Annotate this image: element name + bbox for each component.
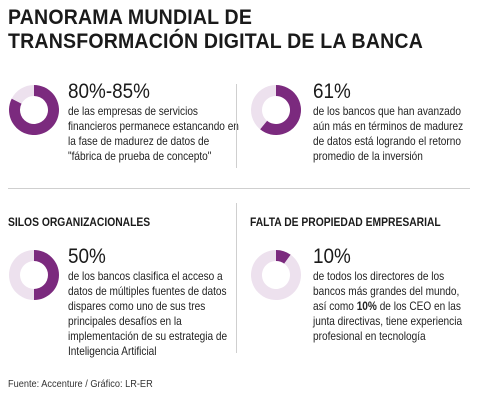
source-credit: Fuente: Accenture / Gráfico: LR-ER bbox=[8, 379, 153, 390]
section-heading-silos: SILOS ORGANIZACIONALES bbox=[8, 215, 151, 229]
donut-chart-4 bbox=[251, 250, 301, 300]
donut-slice-remainder bbox=[251, 85, 276, 130]
stat-description-4-part-2: de los CEO en las junta directivas, tien… bbox=[313, 299, 463, 343]
donut-slice-remainder bbox=[251, 250, 301, 300]
donut-slice-value bbox=[260, 85, 301, 135]
donut-slice-value bbox=[276, 250, 291, 264]
stat-description-2: de los bancos que han avanzado aún más e… bbox=[313, 104, 464, 163]
donut-chart-1 bbox=[9, 85, 59, 135]
donut-chart-2 bbox=[251, 85, 301, 135]
stat-description-4: de todos los directores de los bancos má… bbox=[313, 269, 463, 344]
donut-slice-remainder bbox=[11, 85, 34, 104]
stat-description-4-highlight: 10% bbox=[356, 299, 377, 313]
stat-description-4-part-1: de todos los directores de los bancos má… bbox=[313, 269, 460, 313]
page-title: PANORAMA MUNDIAL DE TRANSFORMACIÓN DIGIT… bbox=[8, 6, 423, 53]
donut-slice-value bbox=[9, 85, 59, 135]
stat-description-1: de las empresas de servicios financieros… bbox=[68, 104, 239, 163]
donut-chart-3 bbox=[8, 250, 60, 300]
donut-slice-remainder bbox=[8, 250, 34, 300]
stat-value-4: 10% bbox=[313, 245, 351, 268]
section-heading-propiedad: FALTA DE PROPIEDAD EMPRESARIAL bbox=[250, 215, 441, 229]
donut-slice-value bbox=[34, 250, 60, 300]
divider-vertical-bottom bbox=[236, 203, 237, 353]
stat-value-2: 61% bbox=[313, 80, 351, 103]
stat-value-3: 50% bbox=[68, 245, 106, 268]
stat-value-1: 80%-85% bbox=[68, 80, 150, 103]
divider-horizontal bbox=[8, 188, 470, 189]
stat-description-3: de los bancos clasifica el acceso a dato… bbox=[68, 269, 228, 358]
divider-vertical-top bbox=[236, 84, 237, 168]
